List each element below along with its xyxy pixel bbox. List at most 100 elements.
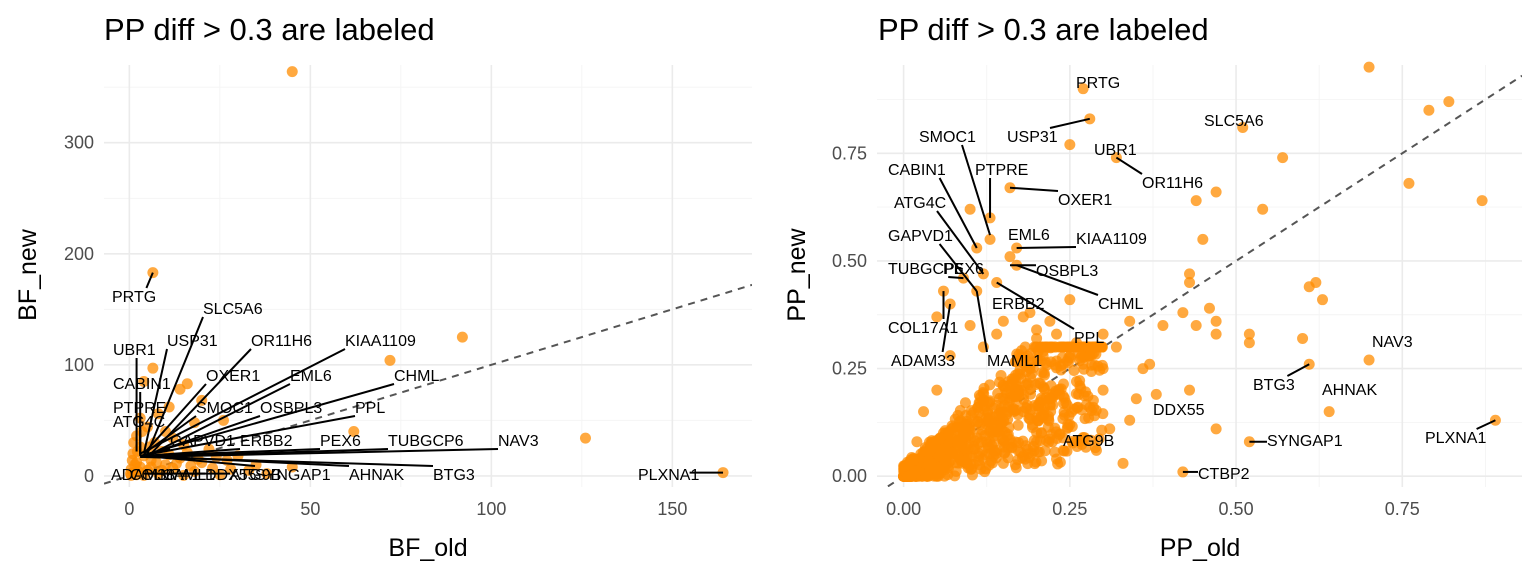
data-point: [1243, 337, 1255, 349]
data-point: [1051, 328, 1063, 340]
point-label: PTPRE: [975, 162, 1028, 179]
data-point: [1005, 378, 1017, 390]
data-point: [974, 397, 986, 409]
point-label: DDX55: [1153, 402, 1205, 419]
data-point: [1124, 315, 1136, 327]
data-point: [1297, 332, 1309, 344]
data-point: [1060, 397, 1072, 409]
label-leader: [139, 383, 395, 457]
data-point: [980, 449, 992, 461]
label-leader: [975, 290, 988, 353]
data-point: [939, 464, 951, 476]
y-tick-label: 100: [64, 355, 94, 375]
data-point: [931, 311, 943, 323]
point-label: PLXNA1: [638, 467, 699, 484]
data-point: [124, 468, 136, 480]
data-point: [1007, 391, 1019, 403]
point-label: ADAM33: [111, 467, 175, 484]
data-point: [949, 413, 961, 425]
data-point: [999, 399, 1011, 411]
point-label: OR11H6: [251, 333, 312, 350]
label-leader: [146, 383, 291, 457]
label-leader: [1476, 419, 1496, 430]
data-point: [1051, 453, 1063, 465]
data-point: [1117, 457, 1129, 469]
y-tick-label: 0.75: [832, 143, 867, 163]
point-label: ERBB2: [992, 296, 1045, 313]
point-label: ATG4C: [113, 414, 165, 431]
data-point: [1072, 401, 1084, 413]
point-label: KIAA1109: [345, 333, 416, 350]
data-point: [456, 331, 468, 343]
data-point: [954, 405, 966, 417]
label-leader: [1286, 363, 1310, 377]
data-point: [1004, 251, 1016, 263]
data-point: [1037, 381, 1049, 393]
data-point: [1210, 186, 1222, 198]
data-point: [997, 457, 1009, 469]
data-point: [1210, 328, 1222, 340]
diagonal-line: [885, 74, 1522, 487]
data-point: [911, 465, 923, 477]
x-tick-label: 150: [657, 499, 687, 519]
y-tick-label: 0.00: [832, 466, 867, 486]
data-point: [984, 233, 996, 245]
data-point: [1017, 311, 1029, 323]
panel1-ylabel: BF_new: [14, 228, 42, 321]
data-point: [1025, 388, 1037, 400]
panel-bf: PP diff > 0.3 are labeled PRTG SLC5A6 USP3…: [14, 12, 752, 562]
data-point: [988, 430, 1000, 442]
label-leader: [140, 448, 499, 459]
data-point: [348, 425, 360, 437]
label-leader: [143, 383, 207, 455]
data-point: [207, 462, 219, 474]
data-point: [217, 414, 229, 426]
data-point: [980, 463, 992, 475]
x-tick-label: 0: [124, 499, 134, 519]
data-point: [997, 315, 1009, 327]
panel1-title: PP diff > 0.3 are labeled: [104, 12, 435, 47]
data-point: [1010, 436, 1022, 448]
point-label: GAPVD1: [888, 228, 953, 245]
data-point: [138, 376, 150, 387]
y-tick-label: 0: [84, 466, 94, 486]
label-leader: [143, 448, 321, 457]
panel2-points: [898, 61, 1501, 482]
data-point: [1036, 366, 1048, 378]
label-leader: [145, 272, 154, 289]
data-point: [1210, 315, 1222, 327]
data-point: [1403, 177, 1415, 189]
data-point: [983, 415, 995, 427]
data-point: [1035, 427, 1047, 439]
y-tick-label: 300: [64, 133, 94, 153]
data-point: [1017, 406, 1029, 418]
panel1-xlabel: BF_old: [388, 534, 467, 562]
data-point: [1323, 406, 1335, 418]
data-point: [1032, 415, 1044, 427]
point-label: ATG9B: [230, 467, 281, 484]
data-point: [933, 433, 945, 445]
data-point: [1040, 357, 1052, 369]
data-point: [1177, 307, 1189, 319]
label-leader: [941, 303, 952, 353]
point-label: OSBPL3: [1036, 263, 1098, 280]
x-tick-label: 100: [476, 499, 506, 519]
data-point: [966, 463, 978, 475]
data-point: [243, 464, 255, 476]
data-point: [1070, 337, 1082, 349]
point-label: SYNGAP1: [255, 467, 331, 484]
data-point: [1046, 428, 1058, 440]
data-point: [931, 384, 943, 396]
point-label: PRTG: [112, 289, 156, 306]
panel1-labels: PRTG SLC5A6 USP31 OR11H6 KIAA1109 UBR1 CABIN1 O…: [111, 272, 724, 484]
panel2-title: PP diff > 0.3 are labeled: [878, 12, 1209, 47]
data-point: [384, 354, 396, 366]
point-label: PLXNA1: [1425, 430, 1486, 447]
data-point: [998, 415, 1010, 427]
data-point: [1237, 121, 1249, 133]
panel1-grid: [104, 65, 752, 487]
point-label: USP31: [1007, 129, 1058, 146]
point-label: ATG9B: [1063, 433, 1114, 450]
panel2-ticks: 0.00 0.25 0.50 0.75 0.00 0.25 0.50 0.75: [832, 143, 1420, 519]
